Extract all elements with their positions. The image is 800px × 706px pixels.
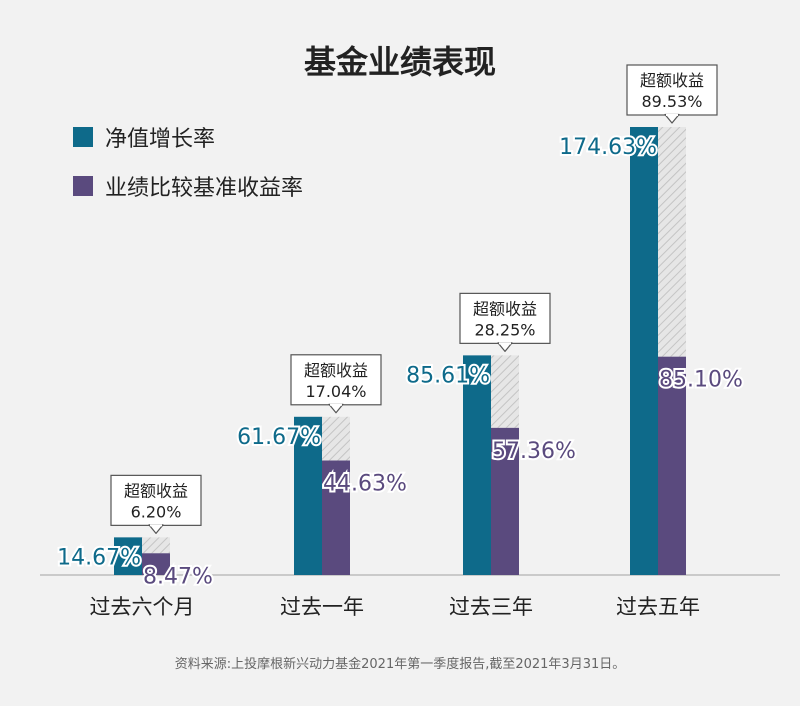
excess-callout-title: 超额收益 bbox=[124, 481, 188, 500]
bar-benchmark bbox=[491, 427, 519, 575]
legend-label-nav: 净值增长率 bbox=[105, 127, 215, 152]
bar-nav bbox=[114, 537, 142, 575]
x-tick-label: 过去一年 bbox=[280, 595, 364, 619]
legend-label-benchmark: 业绩比较基准收益率 bbox=[105, 176, 303, 201]
excess-callout-title: 超额收益 bbox=[304, 361, 368, 380]
bar-excess bbox=[658, 127, 686, 357]
excess-callout-title: 超额收益 bbox=[640, 71, 704, 90]
data-label-benchmark: 85.10% bbox=[659, 368, 743, 393]
bar-excess bbox=[491, 355, 519, 428]
excess-callout-box bbox=[459, 292, 551, 344]
bar-nav bbox=[294, 416, 322, 575]
x-tick-label: 过去三年 bbox=[449, 595, 533, 619]
chart-marks: 14.67%8.47% 超额收益 6.20% 过去六个月 61.67%44.63% 超额收… bbox=[55, 64, 745, 619]
bar-excess bbox=[142, 537, 170, 554]
excess-callout-title: 超额收益 bbox=[473, 299, 537, 318]
data-label-nav: 14.67% bbox=[57, 545, 141, 570]
x-tick-label: 过去六个月 bbox=[90, 595, 195, 619]
data-label-nav: 85.61% bbox=[406, 363, 490, 388]
bar-benchmark bbox=[658, 356, 686, 575]
data-label-nav: 61.67% bbox=[237, 425, 321, 450]
bar-benchmark bbox=[322, 460, 350, 575]
bar-nav bbox=[630, 127, 658, 575]
bar-nav bbox=[463, 355, 491, 575]
legend-swatch-nav bbox=[73, 127, 93, 147]
excess-callout-box bbox=[626, 64, 718, 116]
excess-callout-value: 6.20% bbox=[131, 502, 182, 521]
excess-callout-value: 89.53% bbox=[641, 92, 702, 111]
legend: 净值增长率 业绩比较基准收益率 bbox=[73, 127, 303, 201]
data-label-nav: 174.63% bbox=[559, 135, 657, 160]
excess-callout-box bbox=[290, 354, 382, 406]
bar-excess bbox=[322, 416, 350, 461]
x-tick-label: 过去五年 bbox=[616, 595, 700, 619]
data-label-benchmark: 57.36% bbox=[492, 439, 576, 464]
data-label-benchmark: 8.47% bbox=[143, 564, 213, 589]
chart-title: 基金业绩表现 bbox=[304, 43, 496, 81]
excess-callout-box bbox=[110, 474, 202, 526]
source-note: 资料来源:上投摩根新兴动力基金2021年第一季度报告,截至2021年3月31日。 bbox=[175, 656, 626, 672]
legend-swatch-benchmark bbox=[73, 176, 93, 196]
excess-callout-value: 17.04% bbox=[305, 382, 366, 401]
data-label-benchmark: 44.63% bbox=[323, 472, 407, 497]
excess-callout-value: 28.25% bbox=[474, 320, 535, 339]
bar-benchmark bbox=[142, 553, 170, 575]
